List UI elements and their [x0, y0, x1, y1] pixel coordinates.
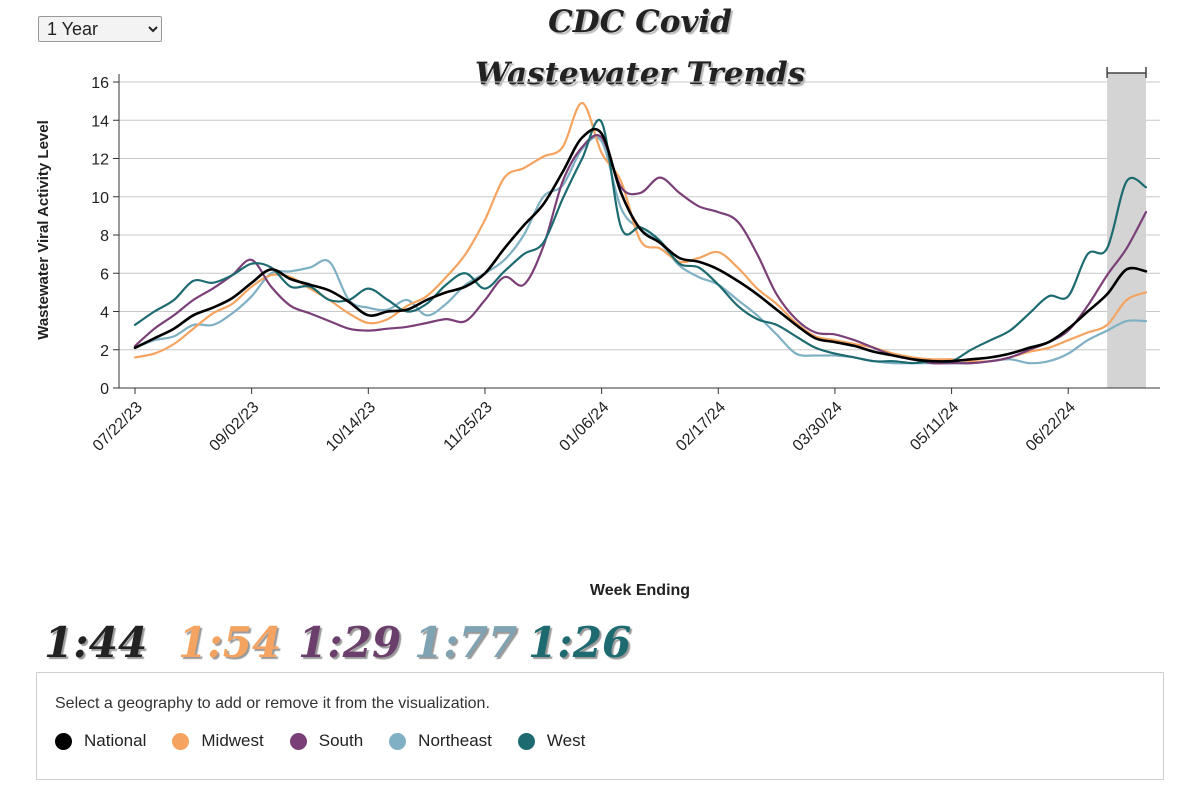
- y-tick-label: 12: [91, 152, 109, 169]
- legend-label: National: [84, 731, 147, 750]
- time-range-select[interactable]: 1 Year: [38, 16, 162, 42]
- series-line-midwest: [133, 101, 1148, 363]
- series-line-south: [133, 134, 1148, 365]
- ratio-northeast: 1:77: [414, 618, 518, 667]
- y-axis-label: Wastewater Viral Activity Level: [35, 120, 52, 340]
- y-tick-label: 4: [100, 305, 109, 322]
- x-tick-label: 03/30/24: [790, 399, 846, 455]
- legend-item-west[interactable]: West: [517, 731, 586, 751]
- legend-items: National Midwest South Northeast West: [55, 731, 611, 751]
- series-line-northeast: [133, 136, 1148, 365]
- chart-title-line-2: Wastewater Trends: [474, 56, 806, 92]
- legend-dot-icon: [55, 732, 72, 750]
- y-tick-label: 2: [100, 343, 109, 360]
- y-tick-label: 10: [91, 190, 109, 207]
- x-tick-label: 11/25/23: [441, 399, 496, 454]
- y-tick-label: 16: [91, 75, 109, 92]
- legend-label: West: [546, 731, 586, 750]
- ratio-midwest: 1:54: [178, 618, 282, 667]
- x-tick-label: 09/02/23: [206, 399, 262, 455]
- x-tick-label: 10/14/23: [323, 399, 379, 455]
- x-tick-label: 07/22/23: [90, 399, 146, 455]
- legend-dot-icon: [389, 732, 407, 750]
- grid-layer: [119, 81, 1160, 351]
- y-tick-label: 0: [100, 381, 109, 398]
- legend-label: Northeast: [418, 731, 492, 750]
- legend-item-national[interactable]: National: [55, 731, 146, 751]
- y-tick-label: 8: [100, 228, 109, 245]
- legend-item-northeast[interactable]: Northeast: [389, 731, 492, 751]
- legend-panel: Select a geography to add or remove it f…: [36, 672, 1164, 780]
- legend-dot-icon: [517, 732, 535, 750]
- ratio-west: 1:26: [528, 618, 632, 667]
- x-axis-label: Week Ending: [590, 582, 690, 599]
- x-tick-label: 06/22/24: [1023, 399, 1079, 455]
- wastewater-line-chart: 0 2 4 6 8 10 12 14 16 07/22/23 09/02/23 10/14/23 11/…: [35, 67, 1160, 599]
- legend-hint: Select a geography to add or remove it f…: [55, 695, 490, 712]
- chart-title-line-1: CDC Covid: [548, 4, 732, 40]
- legend-item-midwest[interactable]: Midwest: [172, 731, 264, 751]
- x-tick-label: 05/11/24: [907, 399, 962, 454]
- series-layer: [133, 101, 1148, 365]
- series-line-national: [133, 127, 1148, 363]
- ratio-national: 1:44: [44, 618, 148, 667]
- legend-dot-icon: [289, 732, 307, 750]
- legend-label: Midwest: [201, 731, 264, 750]
- legend-label: South: [318, 731, 364, 750]
- ratio-south: 1:29: [298, 618, 402, 667]
- x-tick-label: 02/17/24: [673, 399, 729, 455]
- legend-dot-icon: [172, 732, 190, 750]
- y-tick-label: 14: [91, 113, 109, 130]
- y-tick-label: 6: [100, 266, 109, 283]
- legend-item-south[interactable]: South: [289, 731, 364, 751]
- x-tick-label: 01/06/24: [556, 399, 612, 455]
